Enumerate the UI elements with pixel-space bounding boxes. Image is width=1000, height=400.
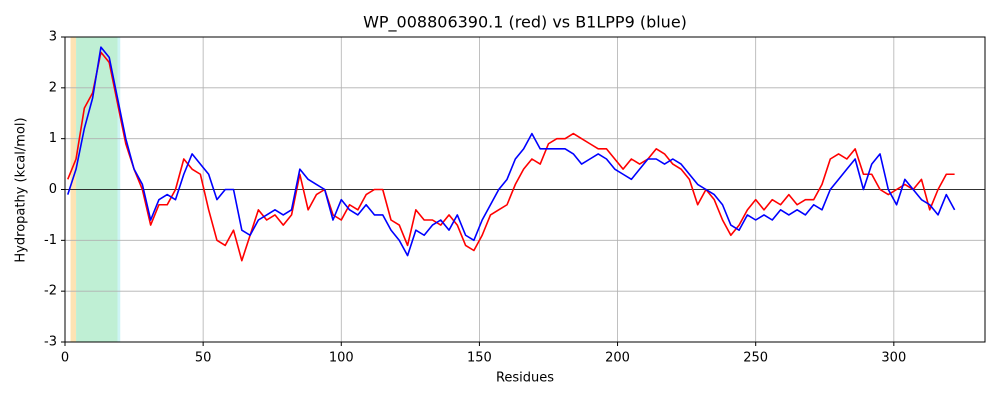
y-tick-label: -2 [44, 284, 57, 299]
y-tick-label: 2 [49, 80, 57, 95]
x-tick-label: 200 [605, 351, 630, 366]
x-tick-label: 100 [329, 351, 354, 366]
y-tick-label: -1 [44, 233, 57, 248]
plot-frame [64, 36, 986, 343]
x-tick-label: 0 [61, 351, 69, 366]
y-axis-label: Hydropathy (kcal/mol) [14, 117, 29, 262]
y-tick-label: -3 [44, 335, 57, 350]
x-tick-label: 50 [195, 351, 212, 366]
x-axis-label: Residues [496, 371, 554, 386]
chart-title: WP_008806390.1 (red) vs B1LPP9 (blue) [363, 13, 687, 33]
y-tick-label: 3 [49, 30, 57, 45]
y-tick-label: 0 [49, 182, 57, 197]
data-line [67, 51, 955, 262]
x-tick-label: 250 [743, 351, 768, 366]
data-line [66, 46, 956, 257]
x-tick-label: 150 [467, 351, 492, 366]
y-tick-label: 1 [49, 131, 57, 146]
x-tick-label: 300 [881, 351, 906, 366]
